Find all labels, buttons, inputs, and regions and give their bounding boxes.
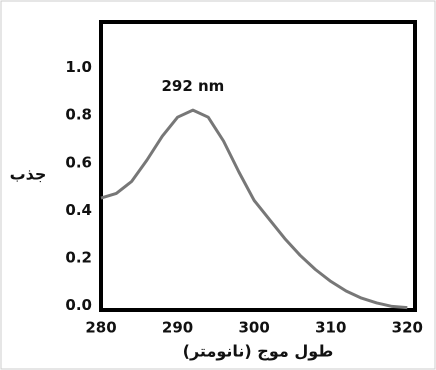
spectrum-line (100, 108, 408, 310)
y-tick-label: 1.0 (65, 58, 92, 76)
y-tick-label: 0.6 (65, 153, 92, 171)
x-axis-label: طول موج (نانومتر) (183, 342, 334, 361)
y-tick-label: 0.4 (65, 201, 92, 219)
x-tick-label: 290 (162, 319, 193, 337)
x-tick-label: 320 (392, 319, 423, 337)
x-tick-label: 280 (85, 319, 116, 337)
y-axis-label: جذب (10, 165, 47, 184)
plot-border (99, 20, 417, 312)
x-tick-label: 310 (315, 319, 346, 337)
y-tick-label: 0.2 (65, 249, 92, 267)
y-tick-label: 0.0 (65, 296, 92, 314)
x-tick-label: 300 (239, 319, 270, 337)
y-tick-label: 0.8 (65, 106, 92, 124)
peak-annotation: 292 nm (161, 77, 224, 95)
